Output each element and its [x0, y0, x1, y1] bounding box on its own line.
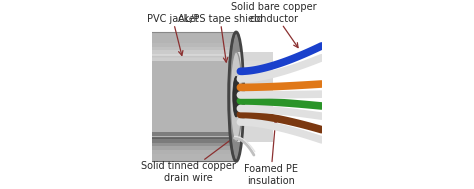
Polygon shape	[235, 52, 273, 142]
Polygon shape	[153, 54, 236, 57]
Ellipse shape	[233, 76, 239, 117]
Text: Solid bare copper
conductor: Solid bare copper conductor	[231, 2, 317, 48]
Polygon shape	[153, 57, 236, 58]
Polygon shape	[235, 61, 273, 67]
Text: AL/PS tape shield: AL/PS tape shield	[178, 14, 263, 62]
Polygon shape	[235, 65, 273, 68]
Polygon shape	[153, 58, 236, 61]
Polygon shape	[235, 69, 273, 70]
Text: PVC jacket: PVC jacket	[147, 14, 199, 55]
Polygon shape	[153, 138, 236, 150]
Polygon shape	[153, 137, 236, 143]
Text: Foamed PE
insulation: Foamed PE insulation	[244, 121, 298, 186]
Ellipse shape	[230, 52, 242, 142]
Polygon shape	[235, 70, 273, 74]
Polygon shape	[153, 32, 236, 161]
Polygon shape	[153, 137, 236, 146]
Polygon shape	[153, 132, 236, 136]
Polygon shape	[153, 47, 236, 56]
Polygon shape	[153, 50, 236, 56]
Polygon shape	[153, 43, 236, 55]
Text: Solid tinned copper
drain wire: Solid tinned copper drain wire	[140, 136, 236, 183]
Polygon shape	[153, 137, 236, 139]
Ellipse shape	[229, 32, 243, 161]
